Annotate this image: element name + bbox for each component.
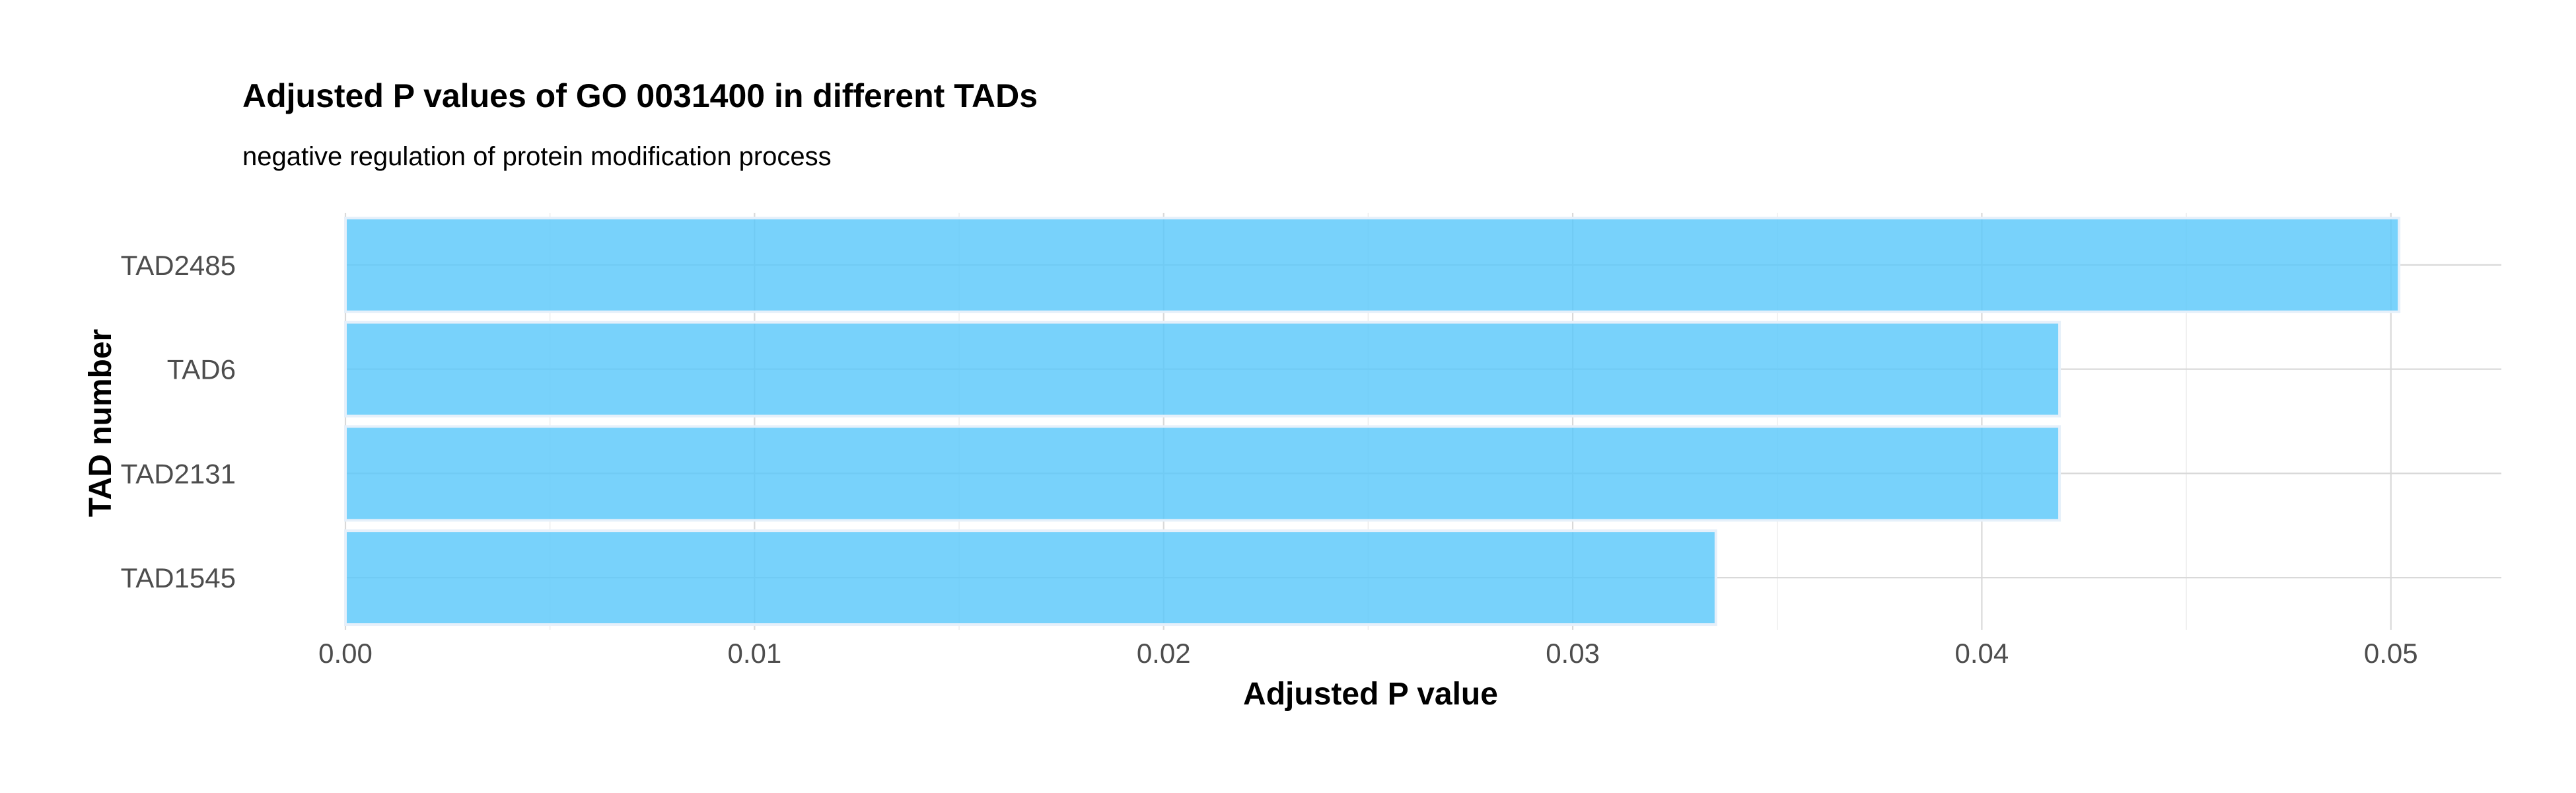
bar-tad6 bbox=[344, 321, 2061, 418]
x-axis-title: Adjusted P value bbox=[1243, 677, 1498, 712]
chart-subtitle: negative regulation of protein modificat… bbox=[242, 142, 832, 171]
x-tick-label: 0.03 bbox=[1546, 638, 1600, 669]
y-tick-label: TAD2485 bbox=[121, 250, 236, 281]
x-tick-label: 0.00 bbox=[318, 638, 373, 669]
bar-tad2485 bbox=[344, 216, 2401, 313]
y-axis-title: TAD number bbox=[83, 329, 118, 517]
x-tick-label: 0.01 bbox=[727, 638, 781, 669]
x-axis: 0.00 0.01 0.02 0.03 0.04 0.05 bbox=[318, 638, 2418, 669]
y-axis: TAD2485 TAD6 TAD2131 TAD1545 bbox=[121, 250, 236, 593]
x-tick-label: 0.04 bbox=[1955, 638, 2009, 669]
x-tick-label: 0.02 bbox=[1137, 638, 1191, 669]
bar-tad1545 bbox=[344, 529, 1717, 626]
y-tick-label: TAD2131 bbox=[121, 458, 236, 489]
x-tick-label: 0.05 bbox=[2364, 638, 2418, 669]
chart-title: Adjusted P values of GO 0031400 in diffe… bbox=[242, 77, 1038, 114]
y-tick-label: TAD1545 bbox=[121, 562, 236, 593]
bars bbox=[344, 216, 2401, 626]
plot-area bbox=[344, 213, 2501, 630]
bar-tad2131 bbox=[344, 425, 2061, 522]
y-tick-label: TAD6 bbox=[167, 354, 236, 385]
